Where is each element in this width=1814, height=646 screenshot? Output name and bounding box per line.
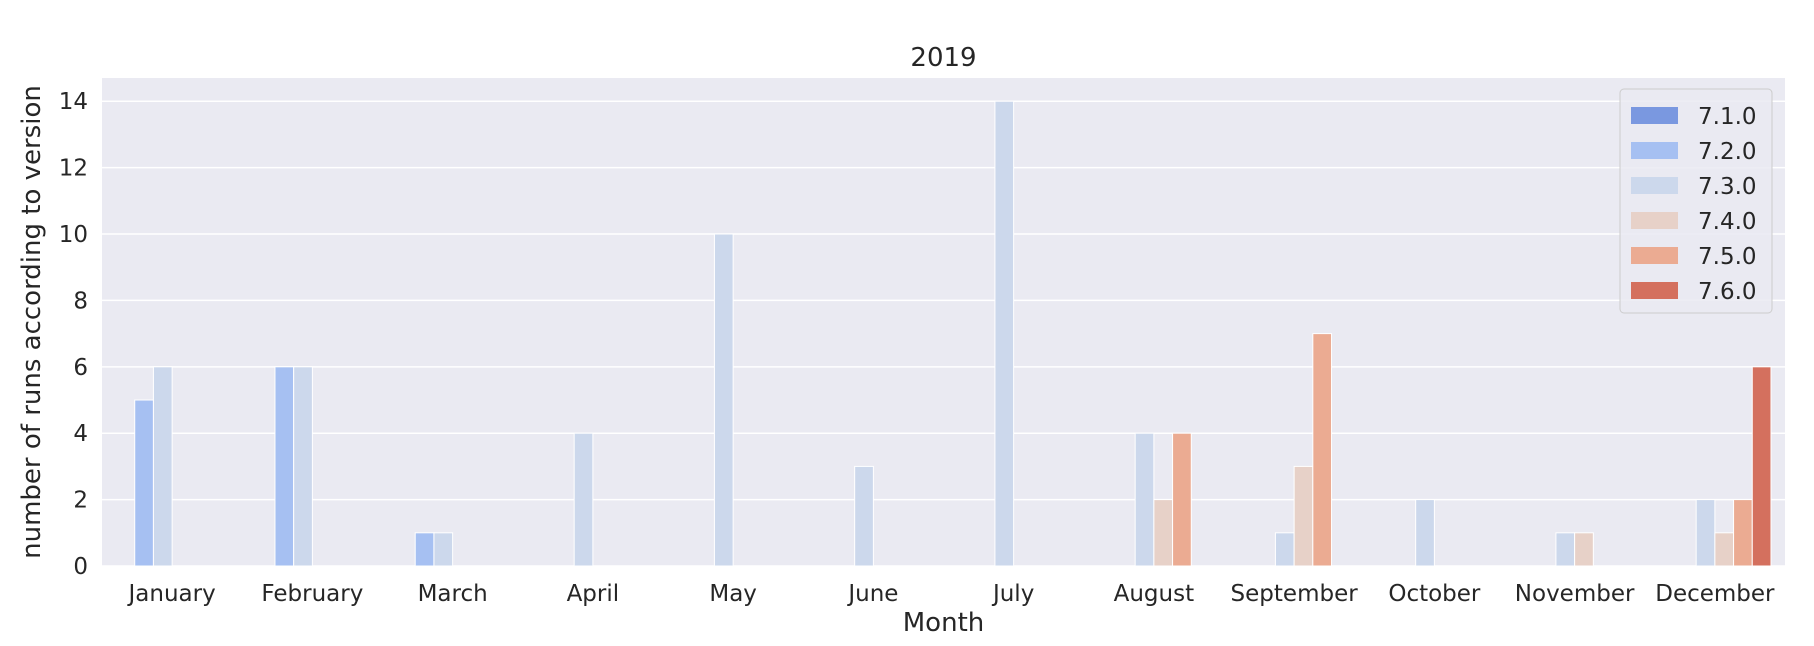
bar-7-3-0-july bbox=[994, 100, 1015, 567]
x-tick-label: March bbox=[418, 581, 488, 607]
x-tick-label: November bbox=[1515, 581, 1635, 607]
x-axis-label: Month bbox=[903, 608, 985, 638]
plot-area bbox=[102, 78, 1785, 566]
legend-swatch bbox=[1631, 212, 1678, 229]
legend-label: 7.2.0 bbox=[1698, 139, 1757, 165]
y-tick-label: 10 bbox=[59, 222, 88, 248]
bar-7-3-0-september bbox=[1274, 532, 1295, 567]
bar-7-2-0-january bbox=[134, 399, 154, 567]
bar-7-5-0-august bbox=[1172, 432, 1192, 567]
bar-7-5-0-december bbox=[1733, 499, 1753, 567]
bar-7-3-0-march bbox=[433, 532, 454, 567]
bar-7-3-0-january bbox=[152, 366, 173, 567]
bar-7-3-0-october bbox=[1415, 499, 1435, 567]
bar-7-3-0-november bbox=[1555, 532, 1576, 567]
x-tick-label: June bbox=[846, 581, 898, 607]
bar-7-2-0-february bbox=[274, 366, 295, 567]
legend-swatch bbox=[1631, 247, 1678, 264]
y-tick-label: 8 bbox=[73, 288, 88, 314]
x-tick-label: August bbox=[1114, 581, 1195, 607]
x-tick-label: September bbox=[1231, 581, 1359, 607]
x-axis-ticks: January February March April May June July Augu… bbox=[127, 581, 1776, 607]
legend: 7.1.0 7.2.0 7.3.0 7.4.0 7.5.0 7.6.0 bbox=[1619, 88, 1773, 314]
bar-7-4-0-november bbox=[1574, 532, 1594, 567]
legend-label: 7.6.0 bbox=[1698, 279, 1757, 305]
bar-7-2-0-march bbox=[414, 532, 435, 567]
bar-7-4-0-september bbox=[1293, 465, 1314, 567]
y-tick-label: 6 bbox=[73, 355, 88, 381]
legend-label: 7.4.0 bbox=[1698, 209, 1757, 235]
legend-label: 7.3.0 bbox=[1698, 174, 1757, 200]
y-axis-label: number of runs according to version bbox=[17, 85, 47, 559]
y-tick-label: 4 bbox=[73, 421, 88, 447]
bars bbox=[134, 100, 1772, 567]
x-tick-label: July bbox=[991, 581, 1034, 607]
bar-7-3-0-may bbox=[713, 233, 734, 567]
legend-swatch bbox=[1631, 177, 1678, 194]
bar-7-3-0-december bbox=[1695, 499, 1716, 567]
y-tick-label: 12 bbox=[59, 156, 88, 182]
x-tick-label: February bbox=[261, 581, 363, 607]
bar-7-6-0-december bbox=[1751, 366, 1772, 567]
bar-7-3-0-august bbox=[1134, 432, 1155, 567]
x-tick-label: April bbox=[567, 581, 620, 607]
y-tick-label: 2 bbox=[73, 488, 88, 514]
x-tick-label: January bbox=[127, 581, 216, 607]
legend-label: 7.5.0 bbox=[1698, 244, 1757, 270]
x-tick-label: December bbox=[1655, 581, 1775, 607]
bar-7-3-0-april bbox=[573, 432, 594, 567]
bar-7-4-0-december bbox=[1714, 532, 1735, 567]
bar-7-3-0-june bbox=[854, 465, 874, 567]
bar-7-3-0-february bbox=[293, 366, 313, 567]
y-axis-ticks: 0 2 4 6 8 10 12 14 bbox=[59, 89, 88, 580]
x-tick-label: May bbox=[709, 581, 757, 607]
gridlines bbox=[102, 100, 1785, 567]
bar-7-4-0-august bbox=[1153, 499, 1174, 567]
legend-label: 7.1.0 bbox=[1698, 104, 1757, 130]
legend-swatch bbox=[1631, 142, 1678, 159]
x-tick-label: October bbox=[1388, 581, 1481, 607]
y-tick-label: 14 bbox=[59, 89, 88, 115]
legend-swatch bbox=[1631, 107, 1678, 124]
bar-7-5-0-september bbox=[1312, 333, 1333, 567]
chart-title: 2019 bbox=[910, 43, 976, 73]
legend-swatch bbox=[1631, 282, 1678, 299]
y-tick-label: 0 bbox=[73, 554, 88, 580]
